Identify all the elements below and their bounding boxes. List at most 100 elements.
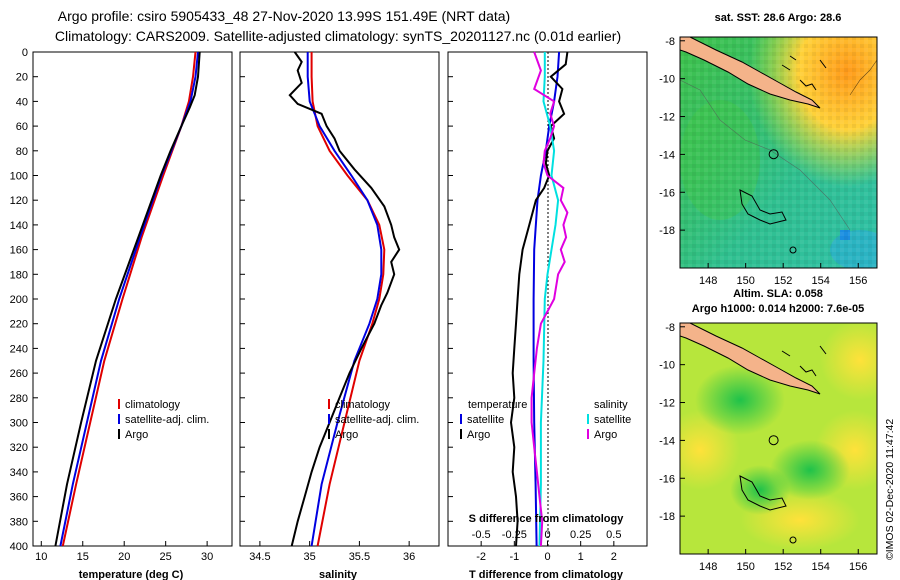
legend-label: Argo — [594, 429, 617, 441]
sal-diff-tick-label: 0.25 — [570, 529, 591, 541]
difference-panel: -2 -1 0 1 2 S difference from climatology -0… — [447, 51, 648, 580]
map-lat-label: -16 — [659, 187, 675, 199]
sst-land-shape — [680, 37, 821, 109]
map-lat-label: -14 — [659, 149, 675, 161]
diff-x-tick-label: -1 — [509, 551, 519, 563]
temp-x-tick-label: 30 — [201, 551, 213, 563]
map-lat-label: -18 — [659, 511, 675, 523]
legend-label: Argo — [125, 429, 148, 441]
legend-label: climatology — [125, 399, 181, 411]
figure-title-line-1: Argo profile: csiro 5905433_48 27-Nov-20… — [58, 8, 510, 24]
legend-heading-salinity: salinity — [594, 399, 628, 411]
sla-map-subtitle: Argo h1000: 0.014 h2000: 7.6e-05 — [692, 303, 864, 315]
temperature-panel: 0 20 40 60 80 100 120 140 160 180 200 220 240 260 280 3… — [10, 47, 233, 580]
sla-map-frame — [679, 322, 878, 555]
difference-legend: temperature satellite Argo salinity satellit… — [460, 399, 631, 441]
sst-map-title: sat. SST: 28.6 Argo: 28.6 — [715, 12, 842, 24]
salinity-series-satellite-adj-clim — [306, 52, 383, 547]
temperature-series-satellite-adj-clim — [59, 51, 199, 547]
sla-map: Altim. SLA: 0.058 Argo h1000: 0.014 h200… — [659, 288, 878, 573]
diff-x-tick-label: 1 — [578, 551, 584, 563]
depth-tick-label: 120 — [10, 195, 28, 207]
sal-diff-tick-label: -0.25 — [502, 529, 527, 541]
legend-label: satellite-adj. clim. — [125, 414, 209, 426]
legend-label: satellite — [594, 414, 631, 426]
map-lat-label: -18 — [659, 225, 675, 237]
depth-tick-label: 40 — [16, 96, 28, 108]
sst-argo-location-marker — [768, 149, 779, 160]
temp-x-tick-label: 15 — [77, 551, 89, 563]
legend-label: Argo — [467, 429, 490, 441]
temp-x-tick-label: 20 — [118, 551, 130, 563]
depth-tick-label: 60 — [16, 121, 28, 133]
map-lon-label: 148 — [699, 275, 717, 287]
depth-tick-label: 400 — [10, 541, 28, 553]
map-lon-label: 152 — [774, 275, 792, 287]
legend-label: climatology — [335, 399, 391, 411]
salinity-series-argo — [288, 51, 401, 547]
depth-tick-label: 340 — [10, 467, 28, 479]
map-lat-label: -12 — [659, 112, 675, 124]
diff-series-temperature-argo — [509, 51, 569, 547]
sla-argo-location-marker — [768, 435, 779, 446]
depth-tick-label: 160 — [10, 245, 28, 257]
sal-diff-tick-label: 0 — [544, 529, 550, 541]
diff-x-tick-label: 2 — [611, 551, 617, 563]
depth-tick-label: 220 — [10, 319, 28, 331]
sst-map: sat. SST: 28.6 Argo: 28.6 -8 -10 -12 -14 -16… — [659, 12, 878, 287]
map-lon-label: 150 — [736, 561, 754, 573]
temp-x-tick-label: 25 — [160, 551, 172, 563]
map-lat-label: -14 — [659, 435, 675, 447]
salinity-panel: 34.5 35 35.5 36 salinity climatology satelli… — [239, 51, 440, 580]
map-lat-label: -10 — [659, 360, 675, 372]
depth-tick-label: 300 — [10, 418, 28, 430]
depth-tick-label: 360 — [10, 492, 28, 504]
sal-x-tick-label: 36 — [403, 551, 415, 563]
difference-plot-frame — [447, 51, 648, 547]
depth-tick-label: 200 — [10, 294, 28, 306]
depth-tick-label: 100 — [10, 171, 28, 183]
depth-tick-label: 260 — [10, 368, 28, 380]
map-lon-label: 152 — [774, 561, 792, 573]
temperature-legend: climatology satellite-adj. clim. Argo — [118, 399, 209, 441]
map-lat-label: -10 — [659, 74, 675, 86]
diff-series-salinity-argo — [530, 51, 569, 547]
map-lon-label: 156 — [849, 275, 867, 287]
map-lon-label: 154 — [812, 561, 830, 573]
sst-map-frame — [679, 36, 878, 269]
salinity-x-label: salinity — [319, 569, 358, 580]
depth-tick-label: 80 — [16, 146, 28, 158]
temperature-plot-frame — [32, 51, 233, 547]
map-lat-label: -8 — [665, 36, 675, 48]
salinity-difference-axis-label: S difference from climatology — [469, 513, 625, 525]
diff-series-salinity-satellite — [538, 52, 560, 547]
salinity-legend: climatology satellite-adj. clim. Argo — [328, 399, 419, 441]
temp-x-tick-label: 10 — [35, 551, 47, 563]
map-lon-label: 154 — [812, 275, 830, 287]
temperature-series-climatology — [61, 51, 197, 547]
sal-x-tick-label: 34.5 — [249, 551, 270, 563]
sal-x-tick-label: 35 — [304, 551, 316, 563]
depth-tick-label: 320 — [10, 442, 28, 454]
map-lon-label: 156 — [849, 561, 867, 573]
legend-label: satellite — [467, 414, 504, 426]
depth-tick-label: 280 — [10, 393, 28, 405]
salinity-plot-frame — [239, 51, 440, 547]
diff-x-tick-label: -2 — [476, 551, 486, 563]
figure-title-line-2: Climatology: CARS2009. Satellite-adjuste… — [55, 28, 621, 44]
temperature-x-label: temperature (deg C) — [79, 569, 184, 580]
sla-map-title: Altim. SLA: 0.058 — [733, 288, 823, 300]
imos-timestamp: ©IMOS 02-Dec-2020 11:47:42 — [884, 419, 896, 560]
depth-tick-label: 180 — [10, 269, 28, 281]
map-lat-label: -12 — [659, 398, 675, 410]
map-lon-label: 148 — [699, 561, 717, 573]
temperature-series-argo — [54, 51, 201, 547]
depth-tick-label: 380 — [10, 516, 28, 528]
depth-tick-label: 240 — [10, 343, 28, 355]
sal-diff-tick-label: -0.5 — [472, 529, 491, 541]
map-lat-label: -8 — [665, 322, 675, 334]
depth-tick-label: 140 — [10, 220, 28, 232]
diff-x-tick-label: 0 — [544, 551, 550, 563]
depth-tick-label: 20 — [16, 72, 28, 84]
